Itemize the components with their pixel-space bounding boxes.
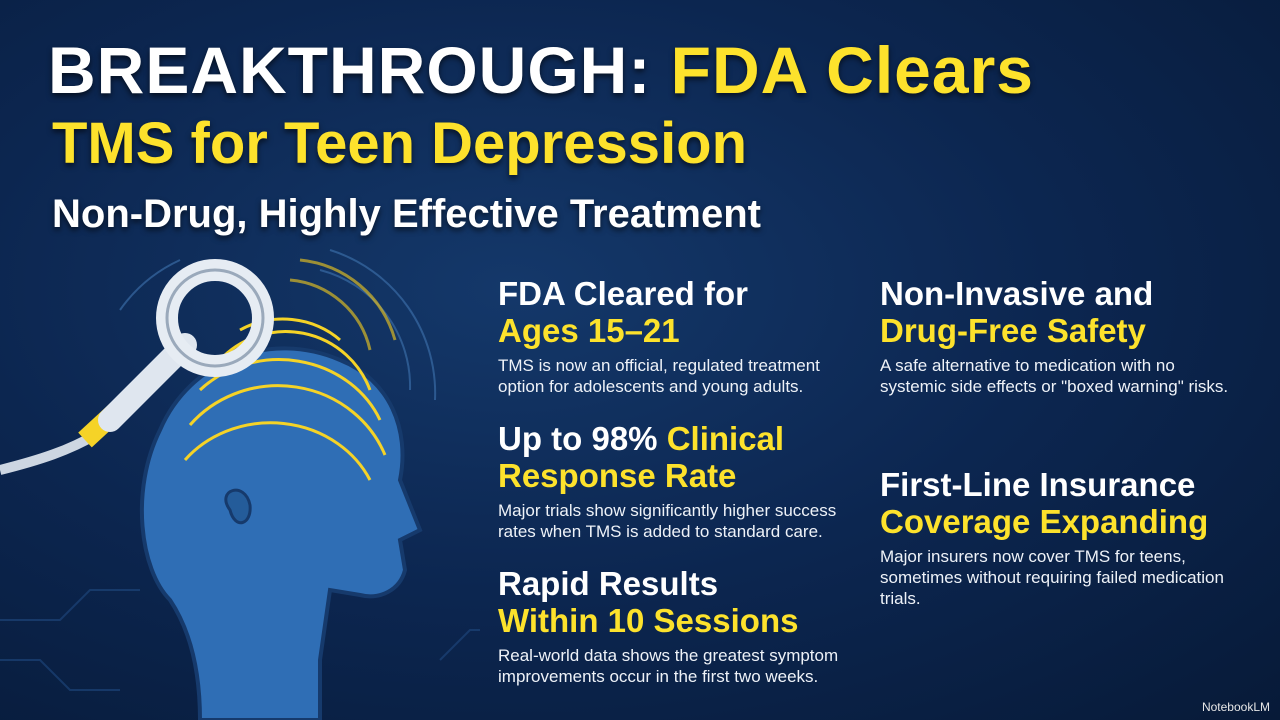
feature-highlight: Drug-Free Safety <box>880 312 1146 349</box>
cable <box>0 430 98 475</box>
feature-body: Major trials show significantly higher s… <box>498 501 837 541</box>
feature-highlight: Within 10 Sessions <box>498 602 799 639</box>
footer-brand: NotebookLM <box>1201 700 1270 714</box>
feature-body: Major insurers now cover TMS for teens, … <box>880 547 1224 608</box>
feature-body: Real-world data shows the greatest sympt… <box>498 646 839 686</box>
feature: FDA Cleared for Ages 15–21 TMS is now an o… <box>498 275 858 397</box>
feature-heading: FDA Cleared for <box>498 275 748 312</box>
subtitle: Non-Drug, Highly Effective Treatment <box>52 192 761 236</box>
title-line2: TMS for Teen Depression <box>52 111 748 176</box>
feature-body: A safe alternative to medication with no… <box>880 356 1229 396</box>
feature-heading: Rapid Results <box>498 565 719 602</box>
feature-heading: Non-Invasive and <box>880 275 1154 312</box>
title-white: BREAKTHROUGH: <box>48 33 652 107</box>
feature: Non-Invasive and Drug-Free Safety A safe a… <box>880 275 1240 397</box>
feature: Up to 98% Clinical Response Rate Major tr… <box>498 420 858 542</box>
head <box>139 346 423 720</box>
feature-highlight: Coverage Expanding <box>880 503 1209 540</box>
feature-highlight: Ages 15–21 <box>498 312 680 349</box>
feature: First-Line Insurance Coverage Expanding Ma… <box>880 466 1240 609</box>
feature-body: TMS is now an official, regulated treatm… <box>498 356 820 396</box>
feature-highlight: Clinical Response Rate <box>498 420 785 494</box>
illustration <box>0 249 480 720</box>
feature-heading: First-Line Insurance <box>880 466 1196 503</box>
title: BREAKTHROUGH: FDA Clears <box>48 32 1034 108</box>
feature-heading: Up to 98% <box>498 420 658 457</box>
feature: Rapid Results Within 10 Sessions Real-worl… <box>498 565 858 687</box>
title-yellow: FDA Clears <box>670 33 1034 107</box>
